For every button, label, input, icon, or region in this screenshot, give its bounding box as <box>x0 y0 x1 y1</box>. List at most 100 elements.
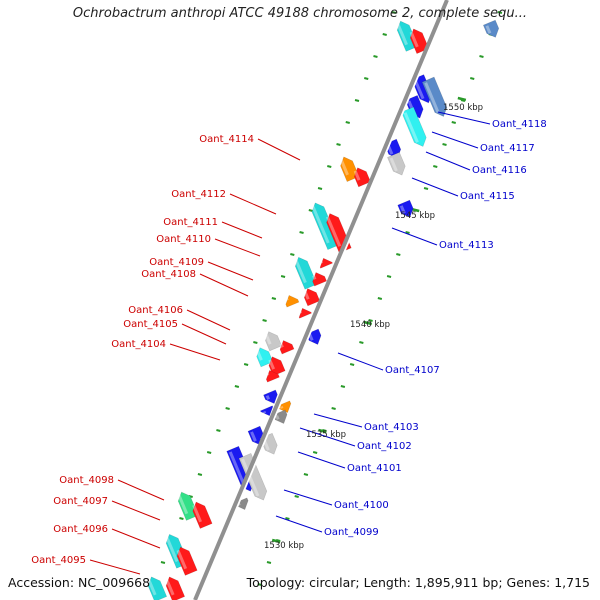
gene-label-forward[interactable]: Oant_4095 <box>31 555 86 566</box>
major-tick <box>318 428 327 434</box>
leader-line-reverse <box>411 177 459 197</box>
tick-mark-reverse <box>294 495 299 498</box>
gene-label-reverse[interactable]: Oant_4103 <box>364 422 419 433</box>
gene-label-reverse[interactable]: Oant_4117 <box>480 143 535 154</box>
gene-label-forward[interactable]: Oant_4104 <box>111 339 166 350</box>
gene-label-reverse[interactable]: Oant_4115 <box>460 191 515 202</box>
backbone-highlight <box>197 0 451 600</box>
gene-block-14 <box>319 257 333 269</box>
tick-mark-reverse <box>340 385 346 388</box>
backbone-line <box>193 0 449 600</box>
gene-arrow <box>238 452 268 501</box>
leader-line-reverse <box>425 151 471 171</box>
tick-mark-reverse <box>451 121 457 124</box>
gene-shine <box>298 310 303 314</box>
gene-label-reverse[interactable]: Oant_4107 <box>385 365 440 376</box>
tick-mark-forward <box>345 121 351 124</box>
gene-label-reverse[interactable]: Oant_4100 <box>334 500 389 511</box>
tick-mark-forward <box>317 187 323 190</box>
gene-block-16 <box>312 272 327 287</box>
gene-shine <box>265 395 270 400</box>
leader-line-forward <box>181 323 227 345</box>
leader-line-reverse <box>299 427 356 447</box>
gene-label-reverse[interactable]: Oant_4118 <box>492 119 547 130</box>
gene-shine <box>262 410 267 414</box>
tick-mark-reverse <box>368 319 373 322</box>
leader-line-forward <box>257 138 301 161</box>
leader-line-reverse <box>275 515 323 533</box>
tick-mark-forward <box>243 363 249 366</box>
gene-block-40 <box>147 576 168 600</box>
gene-block-24 <box>268 356 286 377</box>
tick-mark-reverse <box>405 231 410 234</box>
gene-shine <box>165 579 175 596</box>
label-leader-lines <box>89 111 491 575</box>
gene-label-forward[interactable]: Oant_4110 <box>156 234 211 245</box>
gene-label-forward[interactable]: Oant_4114 <box>199 134 254 145</box>
gene-arrow <box>268 356 286 377</box>
gene-label-forward[interactable]: Oant_4097 <box>53 496 108 507</box>
gene-label-forward[interactable]: Oant_4109 <box>149 257 204 268</box>
gene-shine <box>275 415 280 420</box>
gene-features <box>147 19 500 600</box>
gene-arrow <box>265 331 283 352</box>
gene-label-forward[interactable]: Oant_4106 <box>128 305 183 316</box>
gene-shine <box>279 343 284 348</box>
gene-arrow <box>260 405 274 417</box>
major-tick <box>457 96 467 102</box>
gene-shine <box>403 112 419 143</box>
gene-label-forward[interactable]: Oant_4108 <box>141 269 196 280</box>
gene-arrow <box>387 151 406 176</box>
accession-text: Accession: NC_009668 <box>8 575 151 590</box>
gene-label-forward[interactable]: Oant_4105 <box>123 319 178 330</box>
gene-labels[interactable]: Oant_4114 Oant_4112 Oant_4111 Oant_4110 Oant… <box>31 119 546 566</box>
tick-mark-reverse <box>285 517 290 520</box>
tick-marks <box>151 11 503 586</box>
gene-label-forward[interactable]: Oant_4112 <box>171 189 226 200</box>
gene-shine <box>311 205 330 244</box>
tick-mark-forward <box>290 253 295 256</box>
leader-line-forward <box>89 559 141 575</box>
gene-label-reverse[interactable]: Oant_4102 <box>357 441 412 452</box>
tick-mark-forward <box>382 33 387 36</box>
genome-summary-text: Topology: circular; Length: 1,895,911 bp… <box>246 575 590 590</box>
leader-line-reverse <box>437 111 491 125</box>
leader-line-forward <box>111 528 161 549</box>
gene-shine <box>424 82 440 113</box>
tick-mark-forward <box>206 451 212 454</box>
major-tick <box>363 320 373 326</box>
gene-arrow <box>319 257 333 269</box>
tick-mark-reverse <box>433 165 438 168</box>
tick-mark-forward <box>197 473 203 476</box>
tick-mark-reverse <box>469 77 475 80</box>
tick-mark-forward <box>262 319 267 322</box>
gene-block-28 <box>260 405 274 417</box>
gene-shine <box>177 494 189 515</box>
tick-mark-reverse <box>359 341 364 344</box>
scale-label: 1540 kbp <box>350 320 390 330</box>
gene-shine <box>256 350 263 361</box>
gene-label-reverse[interactable]: Oant_4116 <box>472 165 527 176</box>
gene-label-forward[interactable]: Oant_4096 <box>53 524 108 535</box>
gene-arrow <box>285 294 300 308</box>
gene-shine <box>485 25 492 34</box>
tick-mark-forward <box>234 385 240 388</box>
gene-shine <box>325 216 342 247</box>
tick-mark-forward <box>299 231 304 234</box>
scale-label: 1545 kbp <box>395 211 435 221</box>
tick-mark-forward <box>354 99 360 102</box>
gene-arrow <box>482 19 500 38</box>
tick-mark-forward <box>253 341 258 344</box>
gene-label-forward[interactable]: Oant_4111 <box>163 217 218 228</box>
gene-shine <box>312 275 317 280</box>
gene-shine <box>399 205 406 214</box>
gene-label-reverse[interactable]: Oant_4113 <box>439 240 494 251</box>
gene-label-reverse[interactable]: Oant_4099 <box>324 527 379 538</box>
gene-block-39 <box>165 576 186 600</box>
gene-label-forward[interactable]: Oant_4098 <box>59 475 114 486</box>
gene-label-reverse[interactable]: Oant_4101 <box>347 463 402 474</box>
tick-mark-forward <box>225 407 230 410</box>
scale-label: 1530 kbp <box>264 541 304 551</box>
gene-shine <box>228 451 247 488</box>
